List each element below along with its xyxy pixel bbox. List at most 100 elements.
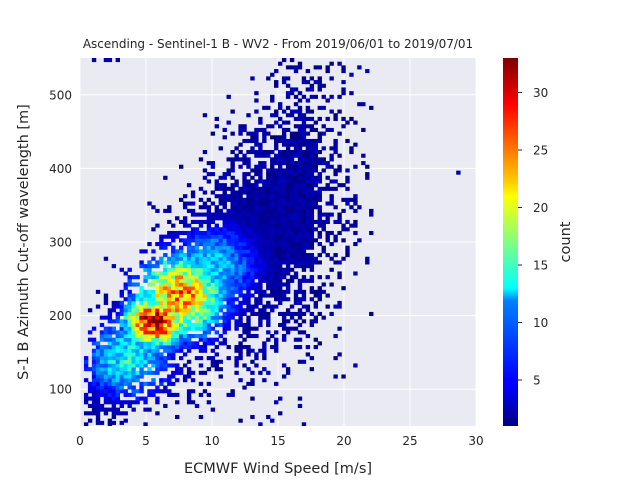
heatmap-cell <box>301 131 307 136</box>
heatmap-cell <box>238 190 243 195</box>
heatmap-cell <box>329 212 334 217</box>
heatmap-cell <box>246 179 251 184</box>
heatmap-cell <box>254 153 259 158</box>
heatmap-cell <box>226 216 231 221</box>
heatmap-cell <box>186 396 192 401</box>
heatmap-cell <box>262 260 267 265</box>
heatmap-cell <box>297 113 303 118</box>
heatmap-cell <box>155 208 160 213</box>
heatmap-cell <box>218 256 223 261</box>
heatmap-cell <box>226 194 231 199</box>
heatmap-cell <box>226 356 231 361</box>
heatmap-cell <box>111 392 117 397</box>
heatmap-cell <box>301 422 307 426</box>
heatmap-cell <box>143 297 148 302</box>
heatmap-cell <box>242 245 247 250</box>
heatmap-cell <box>293 300 299 305</box>
heatmap-cell <box>270 304 275 309</box>
heatmap-cell <box>175 414 180 420</box>
heatmap-cell <box>337 164 342 169</box>
heatmap-cell <box>95 407 101 412</box>
heatmap-cell <box>127 289 132 294</box>
heatmap-cell <box>349 223 354 228</box>
heatmap-cell <box>278 245 283 250</box>
heatmap-cell <box>83 363 89 368</box>
heatmap-cell <box>258 216 263 221</box>
heatmap-cell <box>305 278 311 283</box>
heatmap-cell <box>167 381 172 386</box>
heatmap-cell <box>234 216 239 221</box>
heatmap-cell <box>246 297 251 302</box>
heatmap-cell <box>266 260 271 265</box>
heatmap-cell <box>250 135 255 140</box>
heatmap-cell <box>274 223 279 228</box>
heatmap-cell <box>190 194 196 199</box>
heatmap-cell <box>107 334 113 339</box>
heatmap-cell <box>159 330 164 335</box>
heatmap-cell <box>171 330 176 335</box>
heatmap-cell <box>353 194 358 199</box>
heatmap-cell <box>171 286 176 291</box>
heatmap-cell <box>301 330 307 335</box>
heatmap-cell <box>345 253 350 258</box>
heatmap-cell <box>250 326 255 331</box>
heatmap-cell <box>281 175 287 180</box>
heatmap-cell <box>278 168 283 173</box>
heatmap-cell <box>293 253 299 258</box>
heatmap-cell <box>210 256 216 261</box>
heatmap-cell <box>167 242 172 247</box>
heatmap-cell <box>123 352 128 357</box>
heatmap-cell <box>127 403 132 408</box>
heatmap-cell <box>285 260 291 265</box>
heatmap-cell <box>250 76 255 81</box>
heatmap-cell <box>186 208 192 213</box>
heatmap-cell <box>123 363 128 368</box>
heatmap-cell <box>250 334 255 339</box>
heatmap-cell <box>285 216 291 221</box>
heatmap-cell <box>139 363 144 368</box>
heatmap-cell <box>99 337 105 342</box>
heatmap-cell <box>131 337 136 342</box>
heatmap-cell <box>186 201 192 206</box>
heatmap-cell <box>289 164 295 169</box>
heatmap-cell <box>278 267 283 272</box>
heatmap-cell <box>159 286 164 291</box>
heatmap-cell <box>246 183 251 188</box>
heatmap-cell <box>242 124 247 129</box>
heatmap-cell <box>155 315 160 320</box>
heatmap-cell <box>349 116 354 121</box>
heatmap-cell <box>123 356 128 361</box>
heatmap-cell <box>99 381 105 386</box>
heatmap-cell <box>202 389 208 394</box>
heatmap-cell <box>317 150 322 155</box>
heatmap-cell <box>95 304 101 309</box>
heatmap-cell <box>218 194 223 199</box>
heatmap-cell <box>186 389 192 394</box>
heatmap-cell <box>167 230 172 236</box>
heatmap-cell <box>270 201 275 206</box>
heatmap-cell <box>167 341 172 346</box>
heatmap-cell <box>147 201 152 206</box>
heatmap-cell <box>325 230 330 236</box>
heatmap-cell <box>107 356 113 361</box>
heatmap-cell <box>278 223 283 228</box>
heatmap-cell <box>285 311 291 316</box>
heatmap-cell <box>309 260 315 265</box>
heatmap-cell <box>278 150 283 155</box>
x-axis-label: ECMWF Wind Speed [m/s] <box>184 461 372 477</box>
heatmap-cell <box>210 212 216 217</box>
heatmap-cell <box>182 230 188 236</box>
heatmap-cell <box>198 322 204 328</box>
heatmap-cell <box>139 264 144 269</box>
heatmap-cell <box>281 150 287 155</box>
heatmap-cell <box>238 260 243 265</box>
heatmap-cell <box>270 179 275 184</box>
heatmap-cell <box>222 135 227 140</box>
heatmap-cell <box>163 403 168 408</box>
heatmap-cell <box>337 153 342 158</box>
heatmap-cell <box>115 392 120 397</box>
heatmap-cell <box>274 120 279 125</box>
heatmap-cell <box>119 311 124 316</box>
heatmap-cell <box>175 260 180 265</box>
heatmap-cell <box>234 253 239 258</box>
